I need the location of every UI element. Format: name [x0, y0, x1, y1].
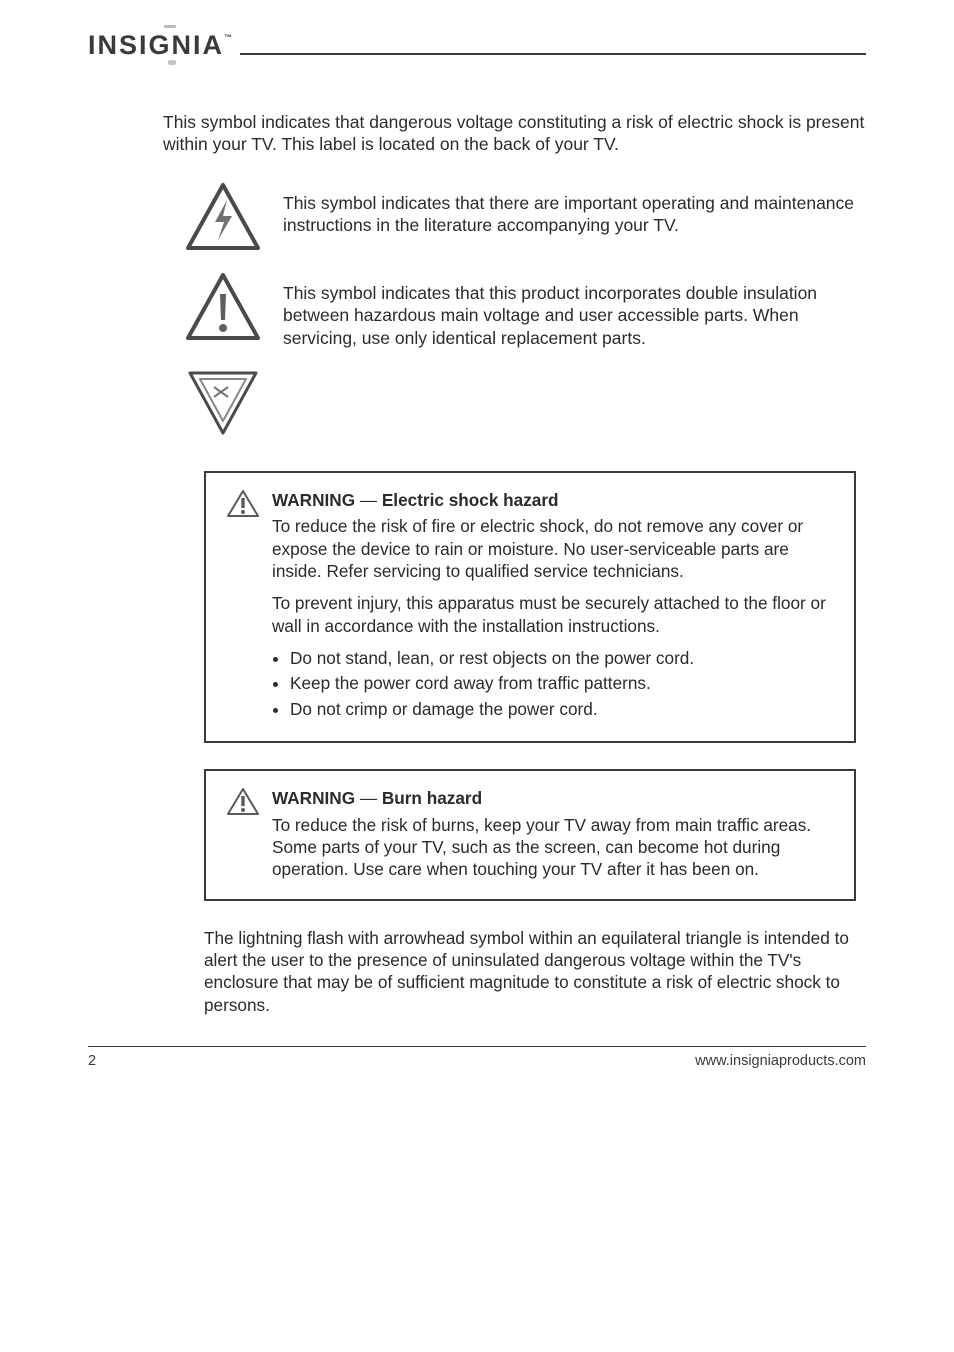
page-header: INSIGNIA™ [88, 30, 866, 61]
brand-text: INSIGNIA [88, 30, 224, 60]
warning-shock-list-intro: To prevent injury, this apparatus must b… [272, 592, 834, 637]
warning-shock-body: To reduce the risk of fire or electric s… [272, 515, 834, 582]
list-item: Do not crimp or damage the power cord. [290, 698, 834, 720]
warning-lead-text: Electric shock hazard [382, 490, 559, 510]
page-number: 2 [88, 1053, 96, 1069]
warning-box-burn: WARNING — Burn hazard To reduce the risk… [204, 769, 856, 900]
page-footer: 2 www.insigniaproducts.com [88, 1046, 866, 1069]
symbol-row-shock: This symbol indicates that there are imp… [88, 182, 866, 254]
double-insulation-icon [184, 367, 262, 439]
symbol-row-exclaim: This symbol indicates that this product … [88, 272, 866, 349]
warning-label: WARNING [272, 788, 355, 808]
warning-shock-heading: WARNING — Electric shock hazard [272, 489, 834, 511]
list-item: Keep the power cord away from traffic pa… [290, 672, 834, 694]
warning-icon [226, 489, 260, 519]
brand-logo: INSIGNIA™ [88, 30, 234, 61]
warning-shock-list: Do not stand, lean, or rest objects on t… [272, 647, 834, 720]
header-rule [240, 53, 866, 55]
list-item: Do not stand, lean, or rest objects on t… [290, 647, 834, 669]
symbol-row-insulation [88, 367, 866, 439]
symbol-insulation-text [283, 367, 866, 373]
footnote-paragraph: The lightning flash with arrowhead symbo… [204, 927, 856, 1016]
symbol-shock-text: This symbol indicates that there are imp… [283, 182, 866, 237]
warning-label: WARNING [272, 490, 355, 510]
warning-box-shock: WARNING — Electric shock hazard To reduc… [204, 471, 856, 743]
warning-icon [226, 787, 260, 817]
symbol-exclaim-text: This symbol indicates that this product … [283, 272, 866, 349]
footer-url: www.insigniaproducts.com [695, 1053, 866, 1069]
shock-triangle-icon [184, 182, 262, 254]
warning-lead-text: Burn hazard [382, 788, 482, 808]
intro-paragraph: This symbol indicates that dangerous vol… [88, 111, 866, 156]
warning-burn-body: To reduce the risk of burns, keep your T… [272, 814, 834, 881]
exclaim-triangle-icon [184, 272, 262, 344]
warning-burn-heading: WARNING — Burn hazard [272, 787, 834, 809]
